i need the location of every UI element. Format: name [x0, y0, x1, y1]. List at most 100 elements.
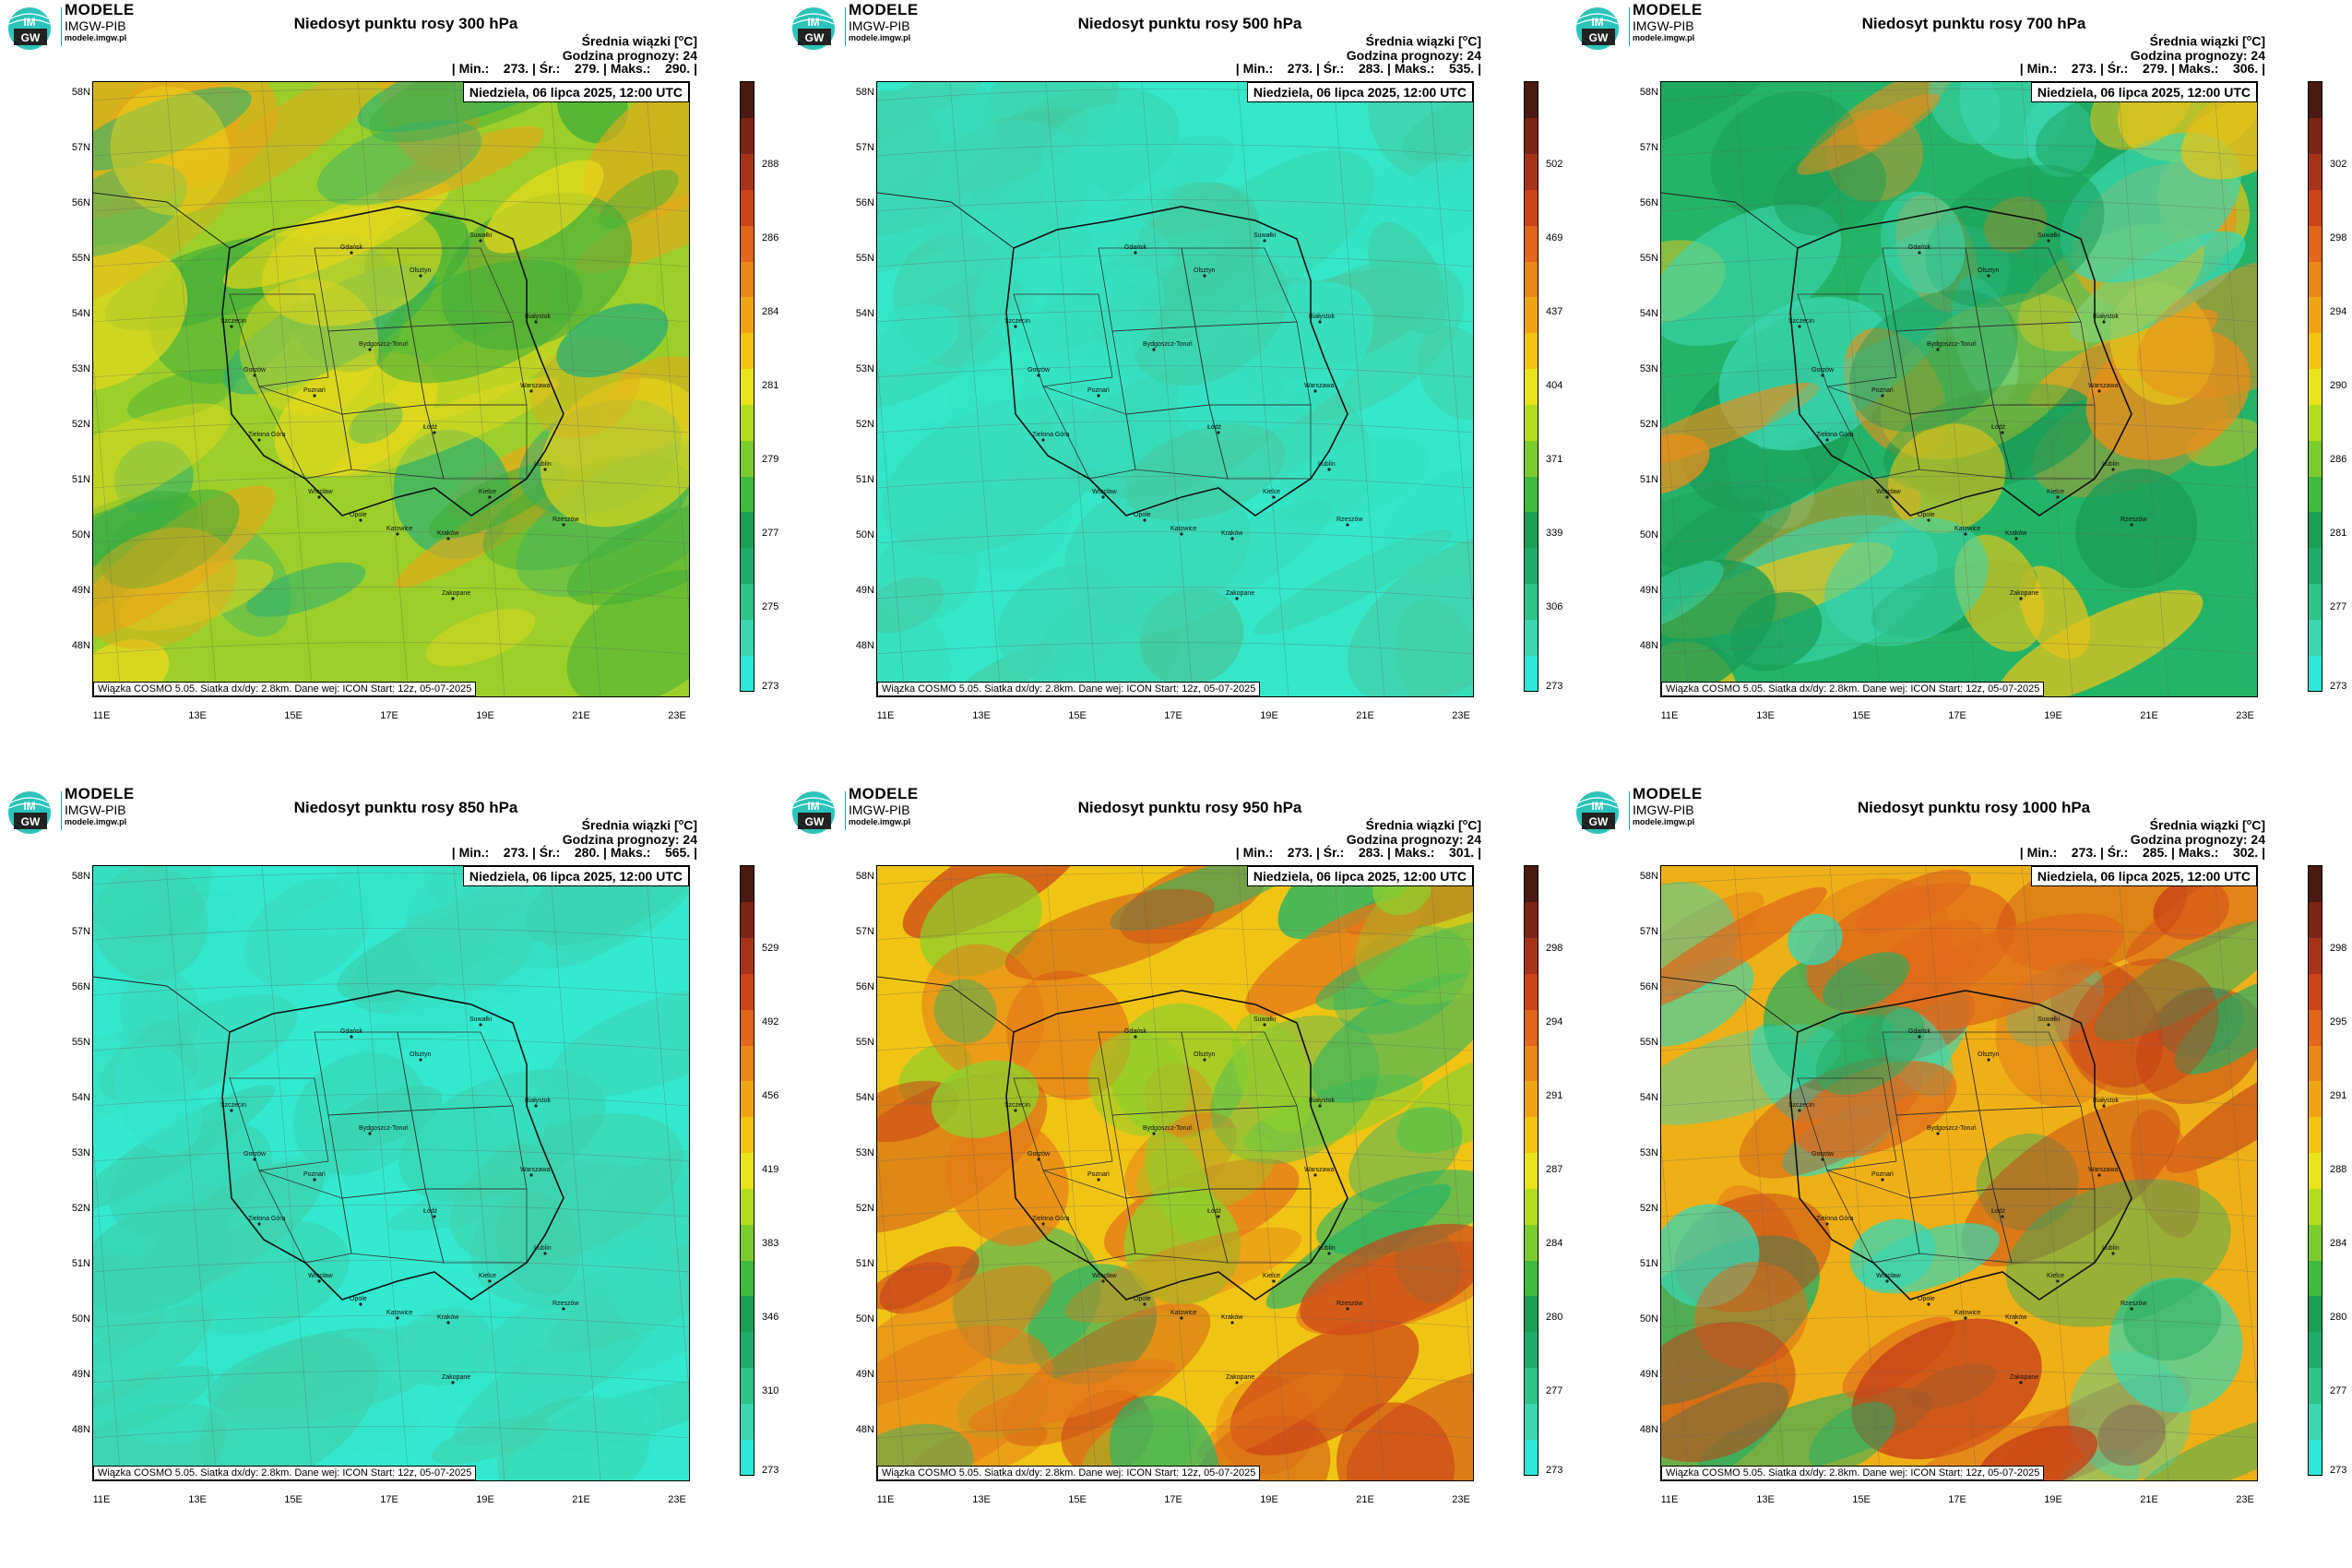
city-label: Kielce	[479, 1273, 496, 1279]
forecast-panel-5: IM GW MODELE IMGW-PIB modele.imgw.pl Nie…	[784, 784, 1568, 1568]
latitude-tick: 52N	[855, 1203, 874, 1214]
latitude-tick: 51N	[1639, 474, 1658, 485]
colorbar-segment	[741, 901, 754, 939]
colorbar	[2308, 81, 2322, 692]
brand-name: MODELE	[849, 1, 919, 18]
latitude-tick: 54N	[855, 1092, 874, 1103]
latitude-tick: 50N	[855, 529, 874, 540]
field-patch	[93, 866, 212, 944]
latitude-tick: 57N	[71, 926, 90, 937]
logo-text-bottom: GW	[21, 815, 41, 828]
city-label: Rzeszów	[1336, 517, 1363, 523]
graticule-lat	[1661, 255, 2257, 267]
city-label: Lublin	[2102, 1245, 2120, 1252]
colorbar-segment	[1525, 225, 1538, 262]
graticule-lat	[1661, 199, 2257, 212]
latitude-tick: 56N	[1639, 197, 1658, 208]
country-border	[1005, 990, 1348, 1301]
colorbar-segment	[741, 368, 754, 405]
field-patch	[877, 82, 998, 224]
field-patch	[877, 1262, 953, 1310]
field-patch	[1661, 82, 1795, 150]
longitude-tick: 23E	[2236, 710, 2254, 721]
colorbar-segment	[2309, 1080, 2322, 1118]
latitude-tick: 50N	[855, 1313, 874, 1324]
field-patch	[1064, 1227, 1302, 1323]
field-patch	[113, 1043, 204, 1155]
coastline	[93, 976, 231, 1033]
city-marker	[350, 251, 353, 255]
city-marker	[451, 1381, 455, 1384]
graticule-lon	[261, 82, 314, 696]
date-label: Niedziela, 06 lipca 2025, 12:00 UTC	[1246, 866, 1473, 886]
graticule-lon	[93, 1142, 122, 1480]
degree-sup: o	[2246, 33, 2252, 42]
colorbar-segment	[2309, 1331, 2322, 1369]
admin-boundary	[1797, 1077, 1897, 1171]
brand-url: modele.imgw.pl	[849, 33, 911, 42]
brand-name: MODELE	[65, 1, 135, 18]
city-marker	[1263, 1023, 1266, 1027]
city-label: Opole	[350, 1296, 367, 1302]
field-patch	[1368, 221, 1447, 335]
city-marker	[562, 523, 565, 527]
colorbar-segment	[1525, 655, 1538, 692]
colorbar-segment	[1525, 1403, 1538, 1440]
city-label: Gdańsk	[1908, 244, 1931, 251]
colorbar-tick: 437	[1546, 306, 1563, 317]
graticule-lat	[93, 928, 689, 941]
city-marker	[1152, 1132, 1156, 1135]
colorbar-segment	[741, 153, 754, 190]
longitude-tick: 19E	[1260, 1494, 1278, 1505]
brand-sub: IMGW-PIB	[849, 802, 910, 817]
colorbar-segment	[1525, 440, 1538, 477]
graticule-lat	[93, 421, 689, 434]
city-label: Katowice	[1954, 526, 1981, 532]
city-label: Warszawa	[2088, 1167, 2119, 1173]
latitude-tick: 58N	[855, 87, 874, 98]
model-credit: Wiązka COSMO 5.05. Siatka dx/dy: 2.8km. …	[93, 682, 477, 696]
city-marker	[1014, 1109, 1017, 1112]
city-marker	[1821, 374, 1824, 377]
city-marker	[433, 1215, 436, 1218]
field-patch	[556, 303, 669, 378]
graticule-lat	[1661, 144, 2257, 157]
graticule-lat	[877, 1371, 1473, 1384]
colorbar-segment	[2309, 547, 2322, 585]
longitude-tick: 19E	[476, 1494, 494, 1505]
city-label: Lublin	[534, 1245, 552, 1252]
graticule-lon	[1925, 866, 1978, 1480]
colorbar-segment	[2309, 619, 2322, 656]
brand-url: modele.imgw.pl	[1633, 817, 1695, 826]
brand-divider	[61, 791, 62, 830]
colorbar-tick: 371	[1546, 454, 1563, 465]
city-label: Opole	[1918, 1296, 1935, 1302]
colorbar-segment	[741, 1045, 754, 1082]
field-patch	[261, 206, 443, 327]
city-marker	[1318, 1104, 1322, 1108]
colorbar-tick: 502	[1546, 159, 1563, 170]
city-label: Olsztyn	[410, 267, 431, 274]
logo-text-bottom: GW	[21, 31, 41, 44]
colorbar-segment	[1525, 153, 1538, 190]
field-patch	[877, 576, 944, 634]
field-patch	[1131, 248, 1289, 386]
forecast-panel-2: IM GW MODELE IMGW-PIB modele.imgw.pl Nie…	[784, 0, 1568, 784]
stats-line: | Min.: 273. | Śr.: 285. | Maks.: 302. |	[2019, 845, 2265, 860]
latitude-tick: 48N	[855, 640, 874, 651]
imgw-logo: IM GW	[1574, 790, 1625, 836]
city-marker	[1235, 597, 1239, 600]
field-patch	[118, 559, 274, 631]
colorbar-segment	[2309, 901, 2322, 939]
info-unit-tail: C]	[2251, 33, 2265, 49]
city-marker	[2001, 1215, 2004, 1218]
colorbar-segment	[1525, 261, 1538, 298]
latitude-tick: 50N	[1639, 1313, 1658, 1324]
graticule-lon	[1429, 866, 1473, 1395]
colorbar-segment	[2309, 1295, 2322, 1333]
city-marker	[1263, 239, 1266, 243]
imgw-logo: IM GW	[790, 6, 841, 52]
date-label: Niedziela, 06 lipca 2025, 12:00 UTC	[1246, 82, 1473, 102]
city-label: Białystok	[1309, 1098, 1336, 1104]
field-patch	[2069, 231, 2246, 343]
